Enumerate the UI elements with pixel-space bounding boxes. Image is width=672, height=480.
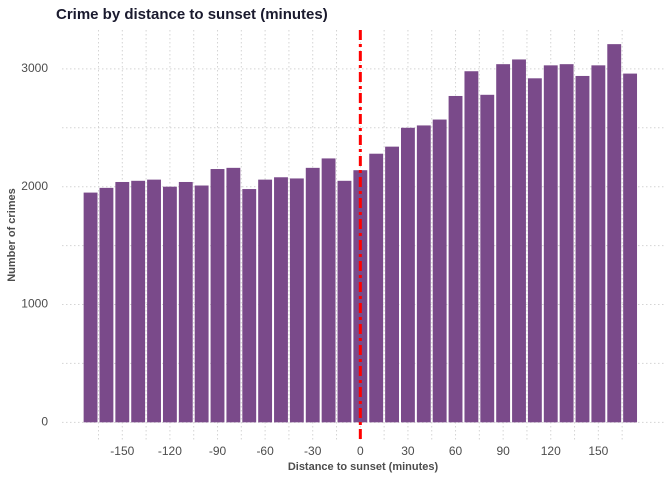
bar <box>99 187 114 423</box>
bar <box>242 189 257 423</box>
bar <box>480 94 495 423</box>
y-tick-label: 1000 <box>21 297 48 311</box>
x-tick-label: 0 <box>357 444 364 458</box>
chart-title: Crime by distance to sunset (minutes) <box>56 6 328 23</box>
bar <box>305 167 320 423</box>
bar <box>527 78 542 423</box>
bar <box>369 153 384 423</box>
bar <box>623 73 638 423</box>
bar <box>258 179 273 423</box>
bar <box>400 127 415 423</box>
x-tick-label: -90 <box>209 444 227 458</box>
y-tick-label: 0 <box>41 414 48 428</box>
bar <box>575 75 590 423</box>
y-axis-title: Number of crimes <box>6 188 18 282</box>
x-tick-label: 30 <box>401 444 415 458</box>
bar <box>178 181 193 423</box>
bar <box>321 158 336 423</box>
x-tick-label: 60 <box>449 444 463 458</box>
bar <box>289 178 304 423</box>
bar <box>591 65 606 423</box>
bar <box>226 167 241 423</box>
bar <box>448 95 463 423</box>
bar <box>416 125 431 423</box>
bar <box>337 180 352 423</box>
bar <box>464 71 479 423</box>
bar <box>162 186 177 423</box>
x-tick-label: -60 <box>256 444 274 458</box>
bar <box>543 65 558 423</box>
x-tick-label: -30 <box>304 444 322 458</box>
y-tick-label: 2000 <box>21 179 48 193</box>
x-tick-label: -120 <box>158 444 182 458</box>
bar <box>194 185 209 423</box>
bar <box>432 119 447 423</box>
bar <box>131 180 146 423</box>
bar <box>385 146 399 423</box>
bar <box>274 177 288 423</box>
bar <box>607 44 622 423</box>
bar <box>512 59 526 423</box>
bar <box>83 192 98 423</box>
x-tick-label: 90 <box>496 444 510 458</box>
bar <box>147 179 161 423</box>
bar <box>210 169 225 423</box>
bar <box>496 64 511 423</box>
bar <box>559 64 574 423</box>
bar <box>115 181 130 423</box>
x-tick-label: 120 <box>541 444 561 458</box>
x-tick-label: -150 <box>110 444 134 458</box>
x-axis-title: Distance to sunset (minutes) <box>288 461 439 473</box>
x-tick-label: 150 <box>588 444 608 458</box>
y-tick-label: 3000 <box>21 61 48 75</box>
